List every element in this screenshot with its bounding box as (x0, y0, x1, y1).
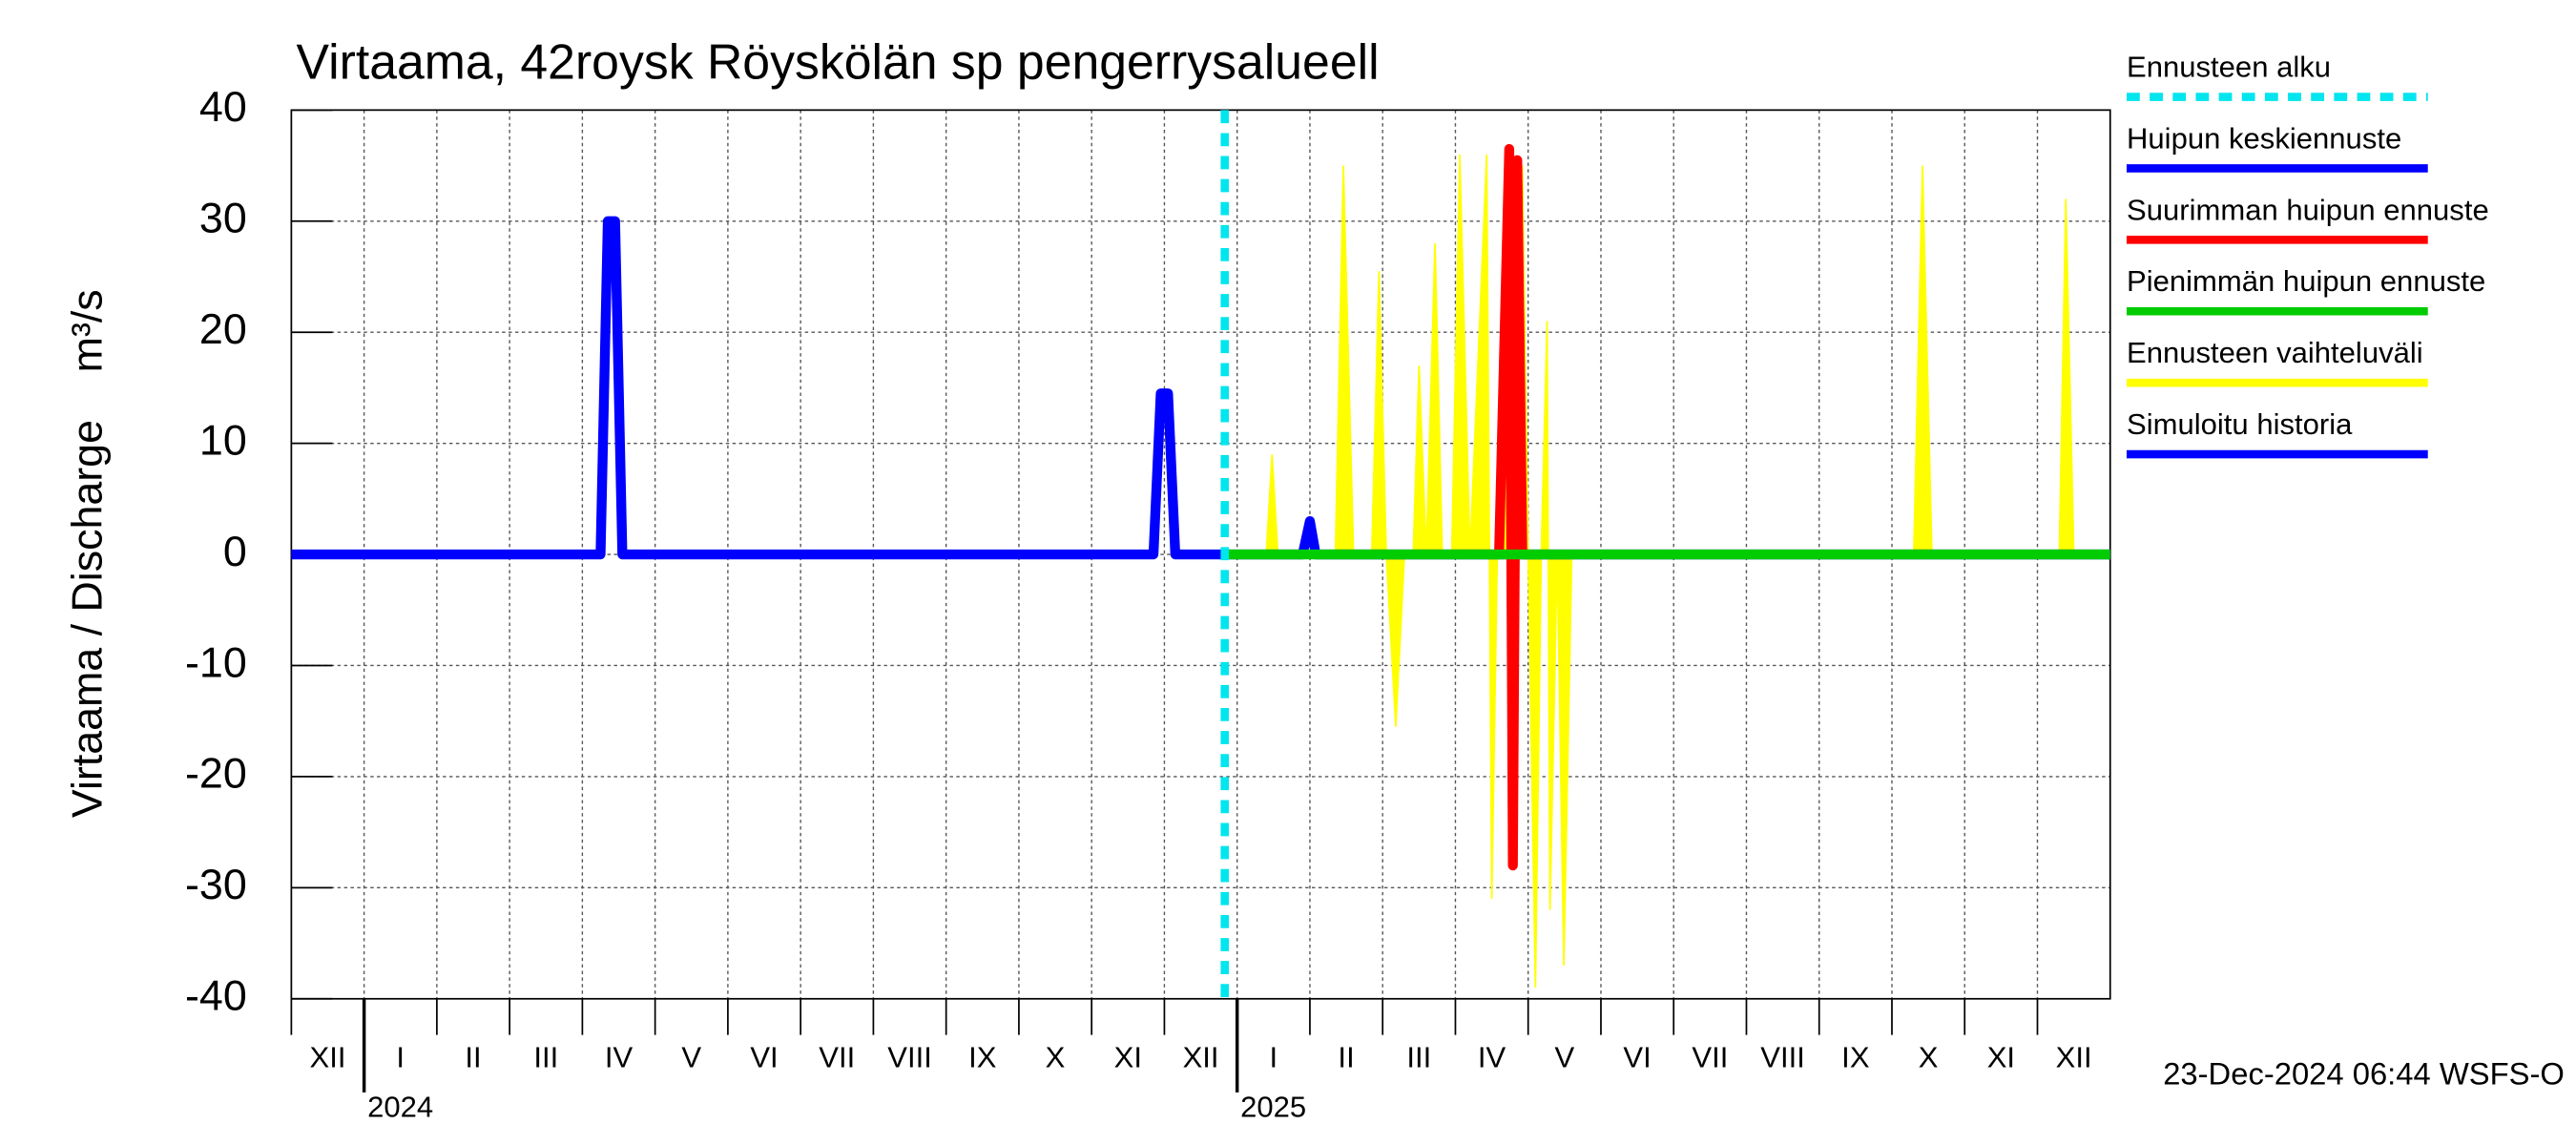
month-label: II (1338, 1041, 1354, 1074)
y-tick-label: 30 (199, 195, 247, 242)
month-label: IX (1841, 1041, 1870, 1074)
legend-label: Ennusteen alku (2127, 51, 2331, 84)
month-label: XII (310, 1041, 346, 1074)
month-label: XII (1183, 1041, 1219, 1074)
y-tick-label: -40 (185, 972, 247, 1020)
month-label: IX (968, 1041, 997, 1074)
month-label: V (681, 1041, 701, 1074)
month-label: VIII (887, 1041, 932, 1074)
month-label: X (1046, 1041, 1066, 1074)
month-label: VI (1623, 1041, 1651, 1074)
month-label: III (1406, 1041, 1431, 1074)
y-tick-label: 10 (199, 416, 247, 464)
month-label: XI (1987, 1041, 2015, 1074)
series-line (291, 216, 1225, 560)
month-label: XI (1114, 1041, 1142, 1074)
month-label: XII (2056, 1041, 2092, 1074)
y-tick-label: -30 (185, 861, 247, 908)
y-axis-title: Virtaama / Discharge m³/s (64, 289, 112, 818)
legend-label: Huipun keskiennuste (2127, 121, 2401, 155)
chart-title: Virtaama, 42roysk Röyskölän sp pengerrys… (297, 34, 1380, 90)
month-label: I (1270, 1041, 1278, 1074)
y-tick-label: 0 (223, 528, 247, 575)
month-label: II (465, 1041, 481, 1074)
legend-label: Simuloitu historia (2127, 407, 2353, 441)
month-label: V (1554, 1041, 1574, 1074)
legend-label: Pienimmän huipun ennuste (2127, 264, 2485, 298)
year-label: 2024 (367, 1090, 433, 1123)
y-tick-label: 40 (199, 83, 247, 131)
month-label: VII (1692, 1041, 1728, 1074)
y-tick-label: -20 (185, 750, 247, 798)
month-label: X (1919, 1041, 1939, 1074)
y-tick-label: 20 (199, 305, 247, 353)
month-label: VI (750, 1041, 778, 1074)
legend-label: Suurimman huipun ennuste (2127, 193, 2489, 226)
month-label: IV (605, 1041, 634, 1074)
legend-label: Ennusteen vaihteluväli (2127, 336, 2423, 369)
month-label: I (396, 1041, 405, 1074)
y-tick-label: -10 (185, 638, 247, 686)
month-label: IV (1478, 1041, 1506, 1074)
month-label: VIII (1760, 1041, 1805, 1074)
month-label: VII (819, 1041, 855, 1074)
year-label: 2025 (1240, 1090, 1306, 1123)
footer: 23-Dec-2024 06:44 WSFS-O (2163, 1055, 2565, 1091)
month-label: III (533, 1041, 558, 1074)
